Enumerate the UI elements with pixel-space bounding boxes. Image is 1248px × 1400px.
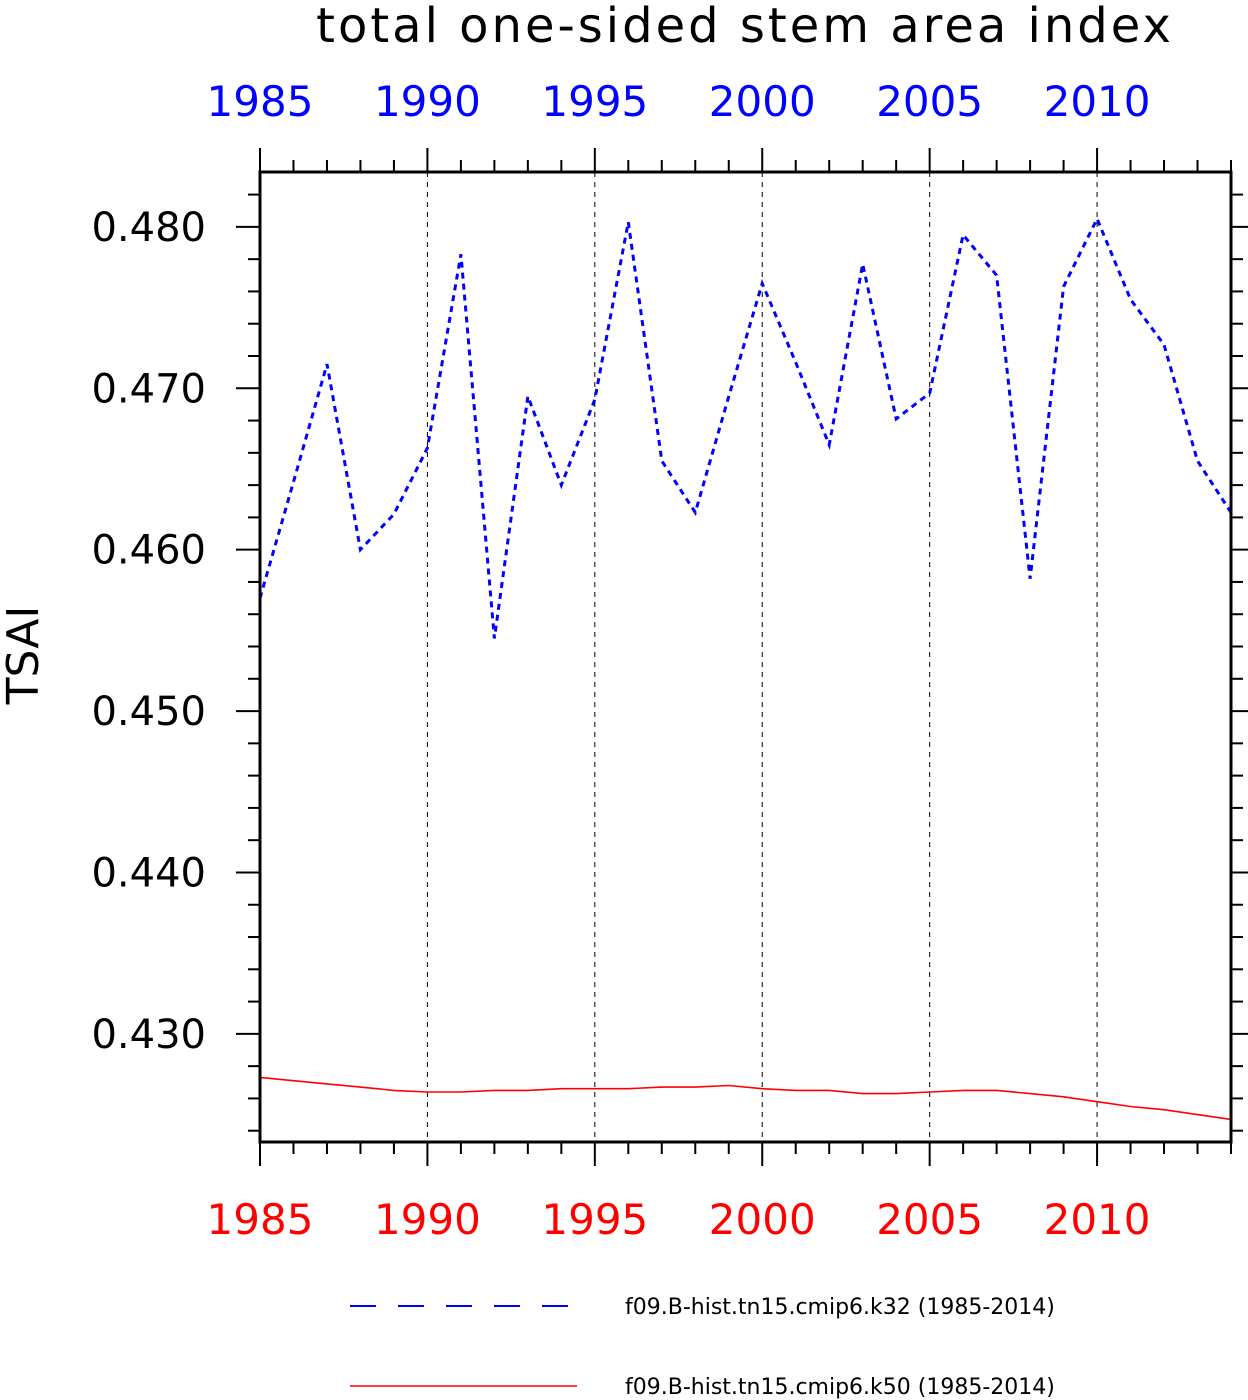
top-x-tick-label: 2005: [876, 77, 983, 126]
top-x-tick-label: 1990: [374, 77, 481, 126]
top-x-tick-label: 2000: [709, 77, 816, 126]
legend-label-1: f09.B-hist.tn15.cmip6.k32 (1985-2014): [625, 1295, 1055, 1320]
y-tick-label: 0.480: [91, 205, 206, 251]
bottom-x-tick-label: 2010: [1044, 1195, 1151, 1244]
bottom-x-tick-labels: 1985 1990 1995 2000 2005 2010: [207, 1195, 1151, 1244]
y-tick-labels: 0.430 0.440 0.450 0.460 0.470 0.480: [91, 205, 206, 1058]
y-tick-label: 0.440: [91, 850, 206, 896]
y-tick-label: 0.430: [91, 1012, 206, 1058]
series-lines: [258, 215, 1233, 1121]
top-x-tick-label: 2010: [1044, 77, 1151, 126]
y-axis-label: TSAI: [0, 606, 49, 706]
chart-title: total one-sided stem area index: [316, 0, 1174, 54]
y-tick-label: 0.450: [91, 689, 206, 735]
tick-marks: [236, 148, 1248, 1166]
series-line-2: [259, 1076, 1232, 1121]
top-x-tick-label: 1995: [541, 77, 648, 126]
bottom-x-tick-label: 1990: [374, 1195, 481, 1244]
top-x-tick-label: 1985: [207, 77, 314, 126]
plot-frame: [258, 170, 1233, 1144]
y-tick-label: 0.470: [91, 366, 206, 412]
grid-lines: [426, 172, 1098, 1142]
bottom-x-tick-label: 1985: [207, 1195, 314, 1244]
legend: f09.B-hist.tn15.cmip6.k32 (1985-2014) f09…: [350, 1295, 1055, 1400]
top-x-tick-labels: 1985 1990 1995 2000 2005 2010: [207, 77, 1151, 126]
bottom-x-tick-label: 2005: [876, 1195, 983, 1244]
legend-label-2: f09.B-hist.tn15.cmip6.k50 (1985-2014): [625, 1375, 1055, 1400]
bottom-x-tick-label: 1995: [541, 1195, 648, 1244]
series-line-1: [258, 215, 1233, 639]
bottom-x-tick-label: 2000: [709, 1195, 816, 1244]
y-tick-label: 0.460: [91, 528, 206, 574]
